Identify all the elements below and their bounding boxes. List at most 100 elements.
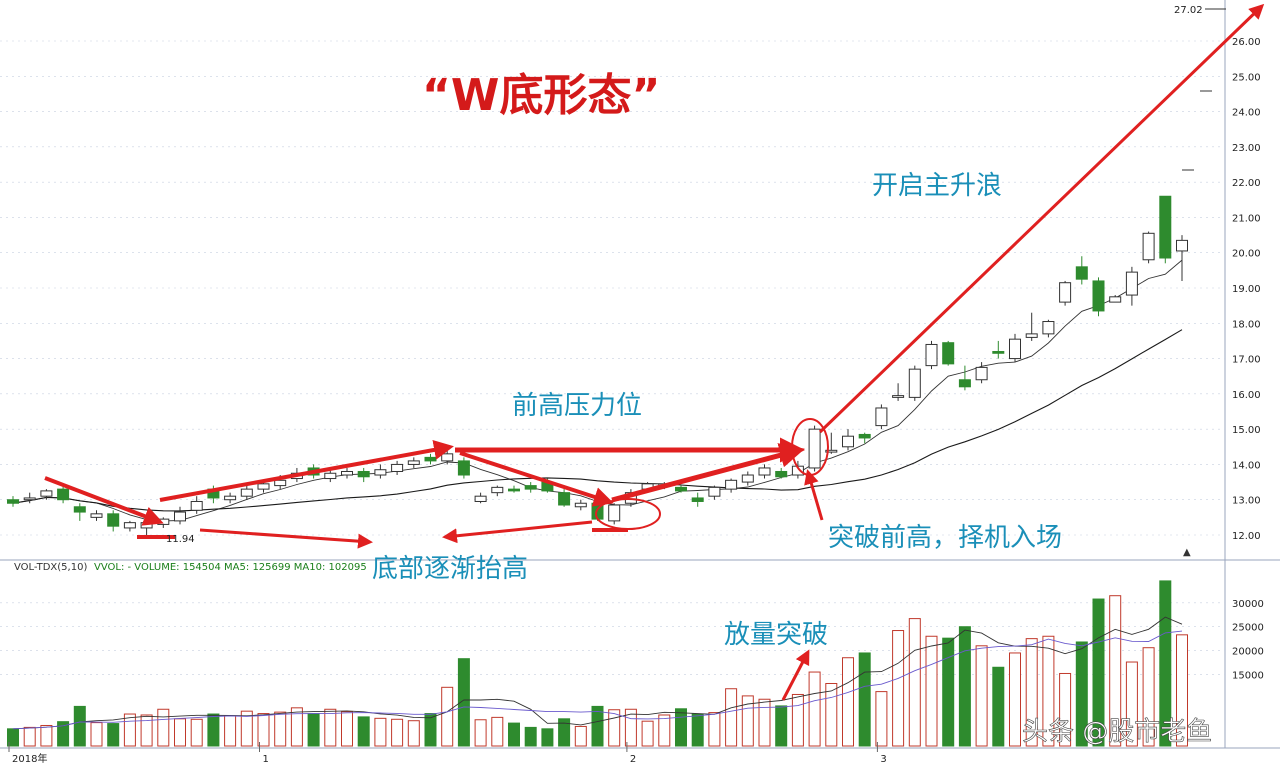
volume-bar <box>73 705 86 747</box>
volume-bar <box>40 724 53 747</box>
pattern-title: “W底形态” <box>422 70 660 121</box>
volume-bar <box>324 708 337 747</box>
volume-grid <box>0 602 1225 675</box>
volume-bar <box>190 718 203 747</box>
volume-bar <box>1125 661 1138 747</box>
candle-body <box>825 449 838 453</box>
volume-bar <box>708 712 721 747</box>
annotation-arrow <box>804 469 824 521</box>
price-tick-label: 17.00 <box>1232 355 1261 366</box>
volume-bar <box>1042 635 1055 747</box>
volume-bar <box>57 721 70 747</box>
candle-body <box>708 486 721 497</box>
volume-bar <box>775 705 788 747</box>
price-tick-label: 18.00 <box>1232 319 1261 330</box>
volume-bar <box>374 717 387 747</box>
annotation-arrows: ▲ <box>44 3 1265 701</box>
candle-body <box>140 522 153 529</box>
volume-bar <box>1009 652 1021 747</box>
candle-body <box>1042 321 1055 335</box>
price-tick-label: 15.00 <box>1232 425 1261 436</box>
volume-bar <box>992 666 1005 747</box>
volume-bar <box>558 718 571 747</box>
price-tick-label: 16.00 <box>1232 390 1261 401</box>
annotation-main-rise: 开启主升浪 <box>872 171 1002 201</box>
candle-body <box>391 463 404 472</box>
candle-body <box>908 368 921 398</box>
price-tick-label: 13.00 <box>1232 496 1261 507</box>
volume-bar <box>925 635 938 747</box>
volume-bar <box>658 714 671 747</box>
candle-body <box>457 460 470 476</box>
candle-body <box>992 351 1005 354</box>
candle-body <box>958 379 971 388</box>
candle-body <box>1176 239 1188 252</box>
volume-bar <box>608 709 621 747</box>
volume-bar <box>1142 647 1155 747</box>
volume-bar <box>107 723 120 747</box>
candle-body <box>1125 271 1138 296</box>
candle-body <box>73 506 86 513</box>
volume-bar <box>892 630 905 747</box>
candle-body <box>374 469 387 476</box>
candle-body <box>123 522 136 529</box>
candle-body <box>257 483 270 490</box>
volume-bar <box>791 693 804 747</box>
volume-bar <box>725 688 738 747</box>
volume-bar <box>858 652 871 747</box>
volume-bar <box>842 657 854 747</box>
volume-bar <box>975 645 988 747</box>
volume-bar <box>875 691 888 747</box>
bottom-circle <box>595 498 661 530</box>
x-tick-label: 2018年 <box>12 752 47 765</box>
volume-bar <box>524 726 537 747</box>
candle-body <box>892 395 905 398</box>
candle-body <box>1142 232 1155 261</box>
candle-body <box>858 433 871 439</box>
candle-body <box>1109 296 1122 303</box>
x-axis: 2018年 1 2 3 <box>8 742 887 765</box>
volume-ma-line <box>12 616 1183 730</box>
volume-bar <box>624 708 637 747</box>
annotation-arrow <box>199 528 373 549</box>
candle-body <box>975 366 988 381</box>
candle-body <box>274 479 287 487</box>
volume-tick-label: 20000 <box>1232 647 1264 658</box>
volume-bar <box>290 707 303 747</box>
volume-y-axis: 15000 20000 25000 30000 <box>1232 599 1264 682</box>
volume-bar <box>90 722 103 747</box>
candle-body <box>758 467 771 476</box>
volume-bar <box>591 705 604 747</box>
volume-tick-label: 25000 <box>1232 623 1264 634</box>
candle-body <box>925 343 938 367</box>
volume-bar <box>441 686 454 747</box>
volume-bar <box>1176 634 1188 747</box>
volume-bar <box>341 711 353 747</box>
volume-bar <box>1092 598 1105 747</box>
volume-bar <box>224 715 237 747</box>
volume-bar <box>457 658 470 747</box>
price-tick-label: 21.00 <box>1232 213 1261 224</box>
price-tick-label: 12.00 <box>1232 531 1261 542</box>
candle-body <box>491 486 504 494</box>
candle-body <box>1075 266 1088 280</box>
candle-body <box>7 499 19 504</box>
candle-body <box>1059 282 1072 303</box>
candle-body <box>675 486 687 492</box>
volume-bar <box>641 720 654 747</box>
candle-body <box>1009 338 1021 360</box>
volume-readout: VVOL: - VOLUME: 154504 MA5: 125699 MA10:… <box>94 562 367 573</box>
volume-indicator-title: VOL-TDX(5,10) <box>14 562 87 573</box>
annotation-arrow <box>818 3 1265 434</box>
candle-body <box>1159 195 1172 259</box>
price-y-axis: 12.00 13.00 14.00 15.00 16.00 17.00 18.00 19.00… <box>1232 37 1261 542</box>
price-tick-label: 23.00 <box>1232 143 1261 154</box>
annotation-arrow <box>159 440 454 502</box>
volume-bar <box>908 618 921 747</box>
volume-bar <box>257 713 270 747</box>
candle-body <box>842 435 854 448</box>
price-tick-label: 22.00 <box>1232 178 1261 189</box>
annotation-arrow <box>442 520 593 544</box>
volume-bar <box>1075 641 1088 747</box>
price-ma-line <box>12 329 1183 512</box>
